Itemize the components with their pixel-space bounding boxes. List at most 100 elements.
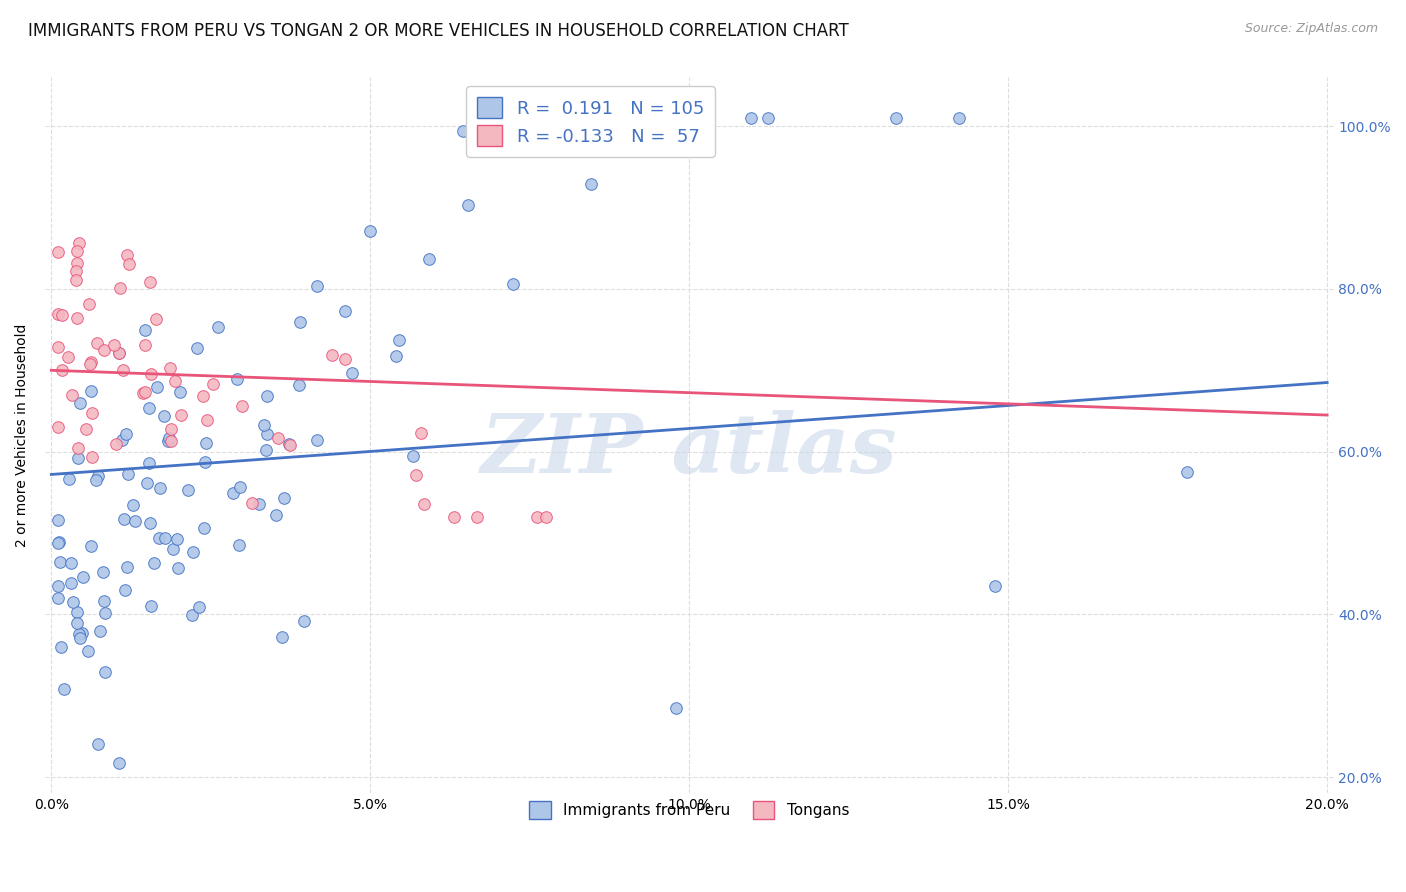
Point [270, 630, 292, 644]
Point [93, 594, 115, 608]
Point [451, 124, 474, 138]
Point [115, 560, 138, 574]
Point [162, 542, 184, 557]
Point [59, 556, 82, 570]
Point [84, 473, 107, 487]
Point [359, 224, 381, 238]
Point [110, 281, 132, 295]
Point [136, 476, 159, 491]
Point [181, 607, 204, 622]
Point [80, 450, 103, 464]
Point [231, 399, 253, 413]
Point [46, 513, 69, 527]
Point [66, 244, 89, 258]
Point [402, 449, 425, 463]
Point [153, 409, 176, 424]
Point [228, 538, 250, 552]
Point [108, 346, 131, 360]
Point [307, 279, 329, 293]
Point [207, 320, 229, 334]
Point [108, 346, 131, 360]
Point [60, 388, 83, 402]
Point [138, 401, 160, 415]
Text: IMMIGRANTS FROM PERU VS TONGAN 2 OR MORE VEHICLES IN HOUSEHOLD CORRELATION CHART: IMMIGRANTS FROM PERU VS TONGAN 2 OR MORE… [28, 22, 849, 40]
Point [104, 436, 127, 450]
Point [579, 177, 602, 191]
Point [117, 467, 139, 481]
Point [333, 304, 356, 318]
Point [48, 534, 70, 549]
Point [194, 436, 217, 450]
Point [58, 471, 80, 485]
Point [66, 615, 89, 630]
Point [72, 570, 94, 584]
Point [884, 111, 907, 125]
Point [526, 509, 548, 524]
Point [292, 614, 315, 628]
Text: ZIP atlas: ZIP atlas [481, 409, 897, 490]
Point [756, 111, 779, 125]
Point [86, 469, 108, 483]
Point [66, 311, 89, 326]
Point [170, 408, 193, 422]
Point [222, 486, 245, 500]
Point [335, 352, 357, 367]
Point [56, 351, 79, 365]
Point [46, 420, 69, 434]
Point [290, 315, 312, 329]
Point [132, 386, 155, 401]
Point [167, 561, 190, 575]
Point [1175, 465, 1198, 479]
Point [139, 599, 162, 614]
Point [228, 480, 250, 494]
Point [79, 357, 101, 371]
Point [288, 377, 311, 392]
Point [112, 512, 135, 526]
Point [134, 385, 156, 400]
Point [267, 431, 290, 445]
Point [46, 535, 69, 549]
Point [118, 257, 141, 271]
Y-axis label: 2 or more Vehicles in Household: 2 or more Vehicles in Household [15, 324, 30, 547]
Point [49, 640, 72, 654]
Point [181, 544, 204, 558]
Point [166, 532, 188, 546]
Legend: Immigrants from Peru, Tongans: Immigrants from Peru, Tongans [523, 795, 855, 825]
Point [75, 421, 97, 435]
Point [51, 308, 73, 322]
Point [253, 418, 276, 433]
Point [387, 333, 409, 347]
Point [139, 516, 162, 531]
Point [157, 431, 180, 445]
Point [66, 256, 89, 270]
Text: Source: ZipAtlas.com: Source: ZipAtlas.com [1244, 22, 1378, 36]
Point [256, 427, 278, 442]
Point [115, 248, 138, 262]
Point [186, 342, 208, 356]
Point [142, 556, 165, 570]
Point [66, 605, 89, 619]
Point [191, 389, 214, 403]
Point [524, 111, 547, 125]
Point [321, 348, 343, 362]
Point [225, 372, 247, 386]
Point [46, 591, 69, 606]
Point [70, 626, 93, 640]
Point [80, 539, 103, 553]
Point [62, 595, 84, 609]
Point [65, 264, 87, 278]
Point [247, 497, 270, 511]
Point [502, 277, 524, 292]
Point [159, 361, 181, 376]
Point [148, 531, 170, 545]
Point [69, 396, 91, 410]
Point [80, 355, 103, 369]
Point [160, 434, 183, 449]
Point [49, 555, 72, 569]
Point [195, 413, 218, 427]
Point [46, 244, 69, 259]
Point [124, 514, 146, 528]
Point [66, 441, 89, 455]
Point [121, 498, 143, 512]
Point [94, 606, 117, 620]
